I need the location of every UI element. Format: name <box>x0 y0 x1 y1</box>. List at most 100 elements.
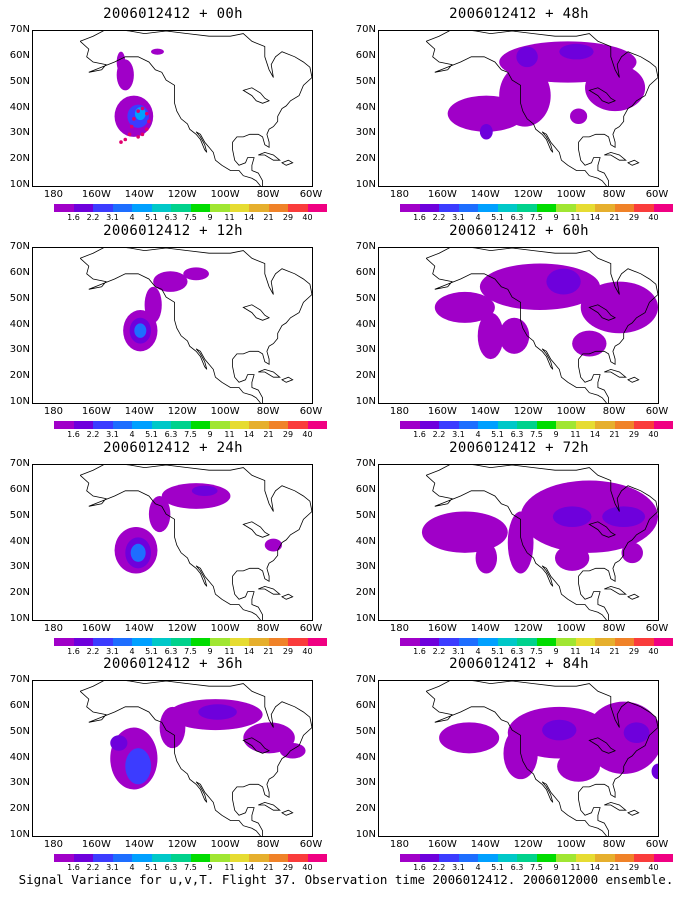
variance-contour <box>434 291 495 323</box>
colorbar-label: 5.1 <box>145 430 158 439</box>
colorbar <box>400 204 673 212</box>
variance-contour <box>602 506 646 527</box>
x-tick-label: 120W <box>167 839 197 850</box>
colorbar-label: 6.3 <box>164 863 178 872</box>
coastline <box>80 681 312 836</box>
y-tick-label: 20N <box>355 803 376 815</box>
colorbar-label: 4 <box>475 213 481 222</box>
coastline <box>80 465 312 620</box>
y-tick-label: 60N <box>9 266 30 278</box>
colorbar-label: 21 <box>263 213 274 222</box>
variance-contour <box>144 286 162 323</box>
map-panel <box>32 680 313 837</box>
colorbar-label: 29 <box>628 430 640 439</box>
colorbar-label: 9 <box>553 863 559 872</box>
colorbar-label: 14 <box>589 647 601 656</box>
variance-contour <box>148 496 171 533</box>
coastline <box>281 376 294 383</box>
colorbar-swatch <box>73 421 93 429</box>
observation-point <box>127 132 132 137</box>
observation-point <box>136 109 140 113</box>
observation-point <box>147 119 151 124</box>
x-tick-label: 100W <box>210 839 240 850</box>
colorbar-swatch <box>249 204 269 212</box>
variance-contour <box>125 748 152 785</box>
colorbar-swatch <box>171 421 191 429</box>
colorbar-label: 14 <box>589 863 601 872</box>
y-tick-label: 20N <box>9 587 30 599</box>
coastline <box>425 258 607 403</box>
colorbar-label: 6.3 <box>510 647 524 656</box>
y-tick-label: 30N <box>355 777 376 789</box>
colorbar-swatch <box>54 638 74 646</box>
colorbar-label: 3.1 <box>452 430 465 439</box>
x-tick-label: 60W <box>645 839 669 850</box>
colorbar-label: 5.1 <box>491 213 504 222</box>
colorbar-label: 1.6 <box>67 863 80 872</box>
x-tick-label: 60W <box>645 189 669 200</box>
colorbar-swatch <box>54 204 74 212</box>
colorbar-label: 1.6 <box>67 430 80 439</box>
x-tick-label: 100W <box>556 623 586 634</box>
colorbar-swatch <box>478 854 498 862</box>
colorbar-label: 5.1 <box>491 863 504 872</box>
variance-contour <box>621 542 643 564</box>
colorbar-swatch <box>210 204 230 212</box>
y-tick-label: 10N <box>355 829 376 840</box>
coastline <box>588 87 617 104</box>
x-tick-label: 140W <box>124 839 154 850</box>
colorbar-label: 14 <box>243 430 255 439</box>
colorbar-label: 14 <box>589 430 601 439</box>
y-tick-label: 40N <box>9 101 30 113</box>
colorbar-label: 5.1 <box>491 430 504 439</box>
observation-point <box>140 132 145 137</box>
colorbar-label: 1.6 <box>67 213 80 222</box>
colorbar-swatch <box>112 638 132 646</box>
coastline <box>242 87 271 104</box>
coastline <box>425 475 607 620</box>
colorbar-swatch <box>132 421 152 429</box>
colorbar-label: 40 <box>302 430 313 439</box>
colorbar <box>54 638 327 646</box>
colorbar-label: 9 <box>207 863 213 872</box>
colorbar-label: 2.2 <box>432 213 446 222</box>
variance-contour <box>552 506 592 527</box>
x-tick-label: 180 <box>43 406 63 417</box>
colorbar-label: 14 <box>243 213 255 222</box>
variance-contour <box>559 43 594 60</box>
colorbar-label: 1.6 <box>413 213 426 222</box>
coastline <box>425 691 607 836</box>
colorbar-label: 11 <box>570 647 581 656</box>
map-svg <box>425 31 658 186</box>
y-tick-label: 60N <box>355 266 376 278</box>
coastline <box>258 801 281 811</box>
variance-contour <box>546 268 581 295</box>
y-tick-label: 50N <box>9 75 30 87</box>
y-tick-label: 40N <box>9 535 30 547</box>
colorbar-label: 3.1 <box>106 647 119 656</box>
colorbar-label: 6.3 <box>510 213 524 222</box>
x-tick-label: 140W <box>470 406 500 417</box>
colorbar-swatch <box>536 421 556 429</box>
coastline <box>79 41 261 186</box>
colorbar-label: 2.2 <box>432 647 446 656</box>
x-tick-label: 100W <box>556 189 586 200</box>
colorbar-label: 11 <box>570 863 581 872</box>
variance-contour <box>161 483 231 509</box>
colorbar-swatch <box>132 854 152 862</box>
colorbar-label: 2.2 <box>86 647 100 656</box>
colorbar-swatch <box>249 638 269 646</box>
y-tick-label: 40N <box>355 535 376 547</box>
observation-point <box>144 111 149 116</box>
colorbar-swatch <box>556 638 576 646</box>
colorbar-label: 14 <box>243 863 255 872</box>
colorbar-label: 21 <box>263 647 274 656</box>
colorbar-swatch <box>478 421 498 429</box>
x-tick-label: 180 <box>389 189 409 200</box>
map-panel <box>32 464 313 621</box>
colorbar-swatch <box>93 638 113 646</box>
y-tick-label: 30N <box>355 561 376 573</box>
x-tick-label: 80W <box>602 623 626 634</box>
y-tick-label: 10N <box>355 396 376 407</box>
colorbar-label: 29 <box>628 863 640 872</box>
